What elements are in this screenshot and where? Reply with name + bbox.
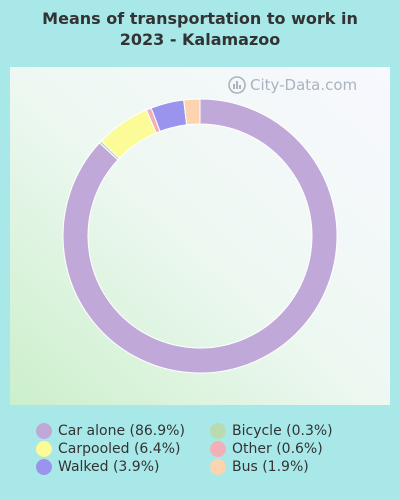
donut-slice-0 [62, 98, 338, 374]
legend-label-3: Other (0.6%) [232, 441, 323, 457]
legend-label-4: Walked (3.9%) [58, 459, 160, 475]
legend-item-4: Walked (3.9%) [36, 459, 159, 475]
chart-title-line-2: 2023 - Kalamazoo [119, 30, 281, 49]
legend-swatch-1 [210, 423, 226, 439]
legend-item-3: Other (0.6%) [210, 441, 323, 457]
watermark: City-Data.com [228, 76, 357, 94]
legend-item-2: Carpooled (6.4%) [36, 441, 180, 457]
legend-swatch-4 [36, 459, 52, 475]
legend-label-1: Bicycle (0.3%) [232, 423, 333, 439]
legend-swatch-5 [210, 459, 226, 475]
legend-label-2: Carpooled (6.4%) [58, 441, 181, 457]
legend-item-0: Car alone (86.9%) [36, 423, 185, 439]
legend-swatch-2 [36, 441, 52, 457]
chart-title-line-1: Means of transportation to work in [42, 9, 358, 28]
watermark-text: City-Data.com [250, 76, 358, 94]
legend: Car alone (86.9%) Bicycle (0.3%) Carpooled… [0, 423, 400, 483]
legend-item-1: Bicycle (0.3%) [210, 423, 333, 439]
legend-swatch-0 [36, 423, 52, 439]
legend-item-5: Bus (1.9%) [210, 459, 309, 475]
donut-slice-5 [183, 98, 201, 126]
legend-label-5: Bus (1.9%) [232, 459, 309, 475]
legend-swatch-3 [210, 441, 226, 457]
city-data-logo-icon [228, 76, 246, 94]
legend-label-0: Car alone (86.9%) [58, 423, 185, 439]
chart-title: Means of transportation to work in 2023 … [0, 8, 400, 50]
